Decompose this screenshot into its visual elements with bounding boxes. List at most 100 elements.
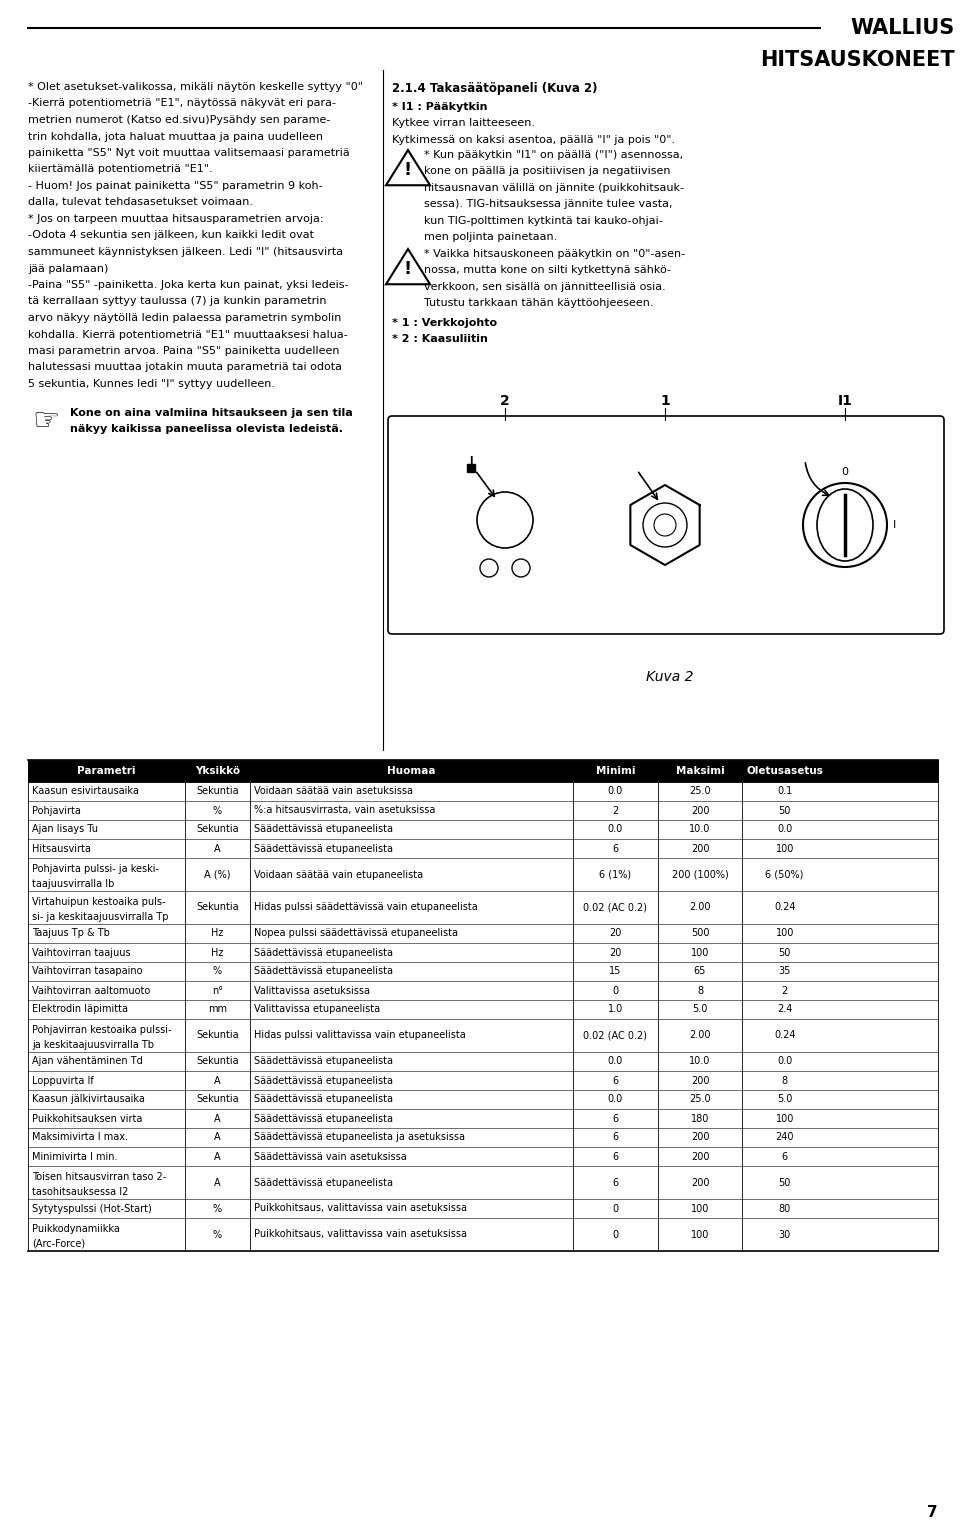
Text: Säädettävissä etupaneelista: Säädettävissä etupaneelista xyxy=(254,844,393,853)
Text: Toisen hitsausvirran taso 2-: Toisen hitsausvirran taso 2- xyxy=(32,1173,166,1182)
Text: halutessasi muuttaa jotakin muuta parametriä tai odota: halutessasi muuttaa jotakin muuta parame… xyxy=(28,363,342,372)
Text: 0.24: 0.24 xyxy=(774,1030,796,1041)
Text: 0.0: 0.0 xyxy=(608,824,623,835)
Text: 0: 0 xyxy=(842,467,849,476)
Text: si- ja keskitaajuusvirralla Tp: si- ja keskitaajuusvirralla Tp xyxy=(32,911,169,922)
Text: 2: 2 xyxy=(781,985,788,996)
Text: -Kierrä potentiometriä "E1", näytössä näkyvät eri para-: -Kierrä potentiometriä "E1", näytössä nä… xyxy=(28,98,336,109)
Text: masi parametrin arvoa. Paina "S5" painiketta uudelleen: masi parametrin arvoa. Paina "S5" painik… xyxy=(28,346,340,357)
Polygon shape xyxy=(386,249,430,284)
Text: HITSAUSKONEET: HITSAUSKONEET xyxy=(760,51,955,71)
Text: * 2 : Kaasuliitin: * 2 : Kaasuliitin xyxy=(392,335,488,344)
Bar xyxy=(28,759,938,782)
Text: 100: 100 xyxy=(776,1113,794,1124)
Text: Voidaan säätää vain asetuksissa: Voidaan säätää vain asetuksissa xyxy=(254,787,413,796)
Text: kohdalla. Kierrä potentiometriä "E1" muuttaaksesi halua-: kohdalla. Kierrä potentiometriä "E1" muu… xyxy=(28,329,348,340)
Text: 20: 20 xyxy=(610,947,621,958)
Text: A: A xyxy=(214,1177,221,1188)
Text: 6: 6 xyxy=(612,1151,618,1162)
Text: 2.1.4 Takasäätöpaneli (Kuva 2): 2.1.4 Takasäätöpaneli (Kuva 2) xyxy=(392,81,597,95)
Text: A: A xyxy=(214,1151,221,1162)
Text: * Vaikka hitsauskoneen pääkytkin on "0"-asen-: * Vaikka hitsauskoneen pääkytkin on "0"-… xyxy=(424,249,685,258)
Text: 180: 180 xyxy=(691,1113,709,1124)
Text: 6 (50%): 6 (50%) xyxy=(765,870,804,879)
Text: kone on päällä ja positiivisen ja negatiivisen: kone on päällä ja positiivisen ja negati… xyxy=(424,166,670,177)
Text: Sytytyspulssi (Hot-Start): Sytytyspulssi (Hot-Start) xyxy=(32,1203,152,1214)
Text: Maksimivirta I max.: Maksimivirta I max. xyxy=(32,1133,128,1142)
Text: Tutustu tarkkaan tähän käyttöohjeeseen.: Tutustu tarkkaan tähän käyttöohjeeseen. xyxy=(424,298,654,307)
Text: 5 sekuntia, Kunnes ledi "I" syttyy uudelleen.: 5 sekuntia, Kunnes ledi "I" syttyy uudel… xyxy=(28,380,275,389)
Text: Puikkodynamiikka: Puikkodynamiikka xyxy=(32,1225,120,1234)
Text: 0.0: 0.0 xyxy=(777,1056,792,1067)
Text: Valittavissa etupaneelista: Valittavissa etupaneelista xyxy=(254,1005,380,1014)
Text: Loppuvirta If: Loppuvirta If xyxy=(32,1076,94,1085)
Text: trin kohdalla, jota haluat muuttaa ja paina uudelleen: trin kohdalla, jota haluat muuttaa ja pa… xyxy=(28,132,323,141)
Text: Hidas pulssi valittavissa vain etupaneelista: Hidas pulssi valittavissa vain etupaneel… xyxy=(254,1030,466,1041)
Text: Sekuntia: Sekuntia xyxy=(196,1030,239,1041)
Text: Hz: Hz xyxy=(211,928,224,939)
Text: 20: 20 xyxy=(610,928,621,939)
Text: 2.00: 2.00 xyxy=(689,1030,710,1041)
Text: sessa). TIG-hitsauksessa jännite tulee vasta,: sessa). TIG-hitsauksessa jännite tulee v… xyxy=(424,200,673,209)
Text: 35: 35 xyxy=(779,967,791,976)
Text: * I1 : Pääkytkin: * I1 : Pääkytkin xyxy=(392,101,488,112)
Text: 7: 7 xyxy=(927,1505,938,1520)
Text: 500: 500 xyxy=(691,928,709,939)
Text: 200 (100%): 200 (100%) xyxy=(672,870,729,879)
Text: tä kerrallaan syttyy taulussa (7) ja kunkin parametrin: tä kerrallaan syttyy taulussa (7) ja kun… xyxy=(28,297,326,306)
Text: %:a hitsausvirrasta, vain asetuksissa: %:a hitsausvirrasta, vain asetuksissa xyxy=(254,805,436,816)
Text: 100: 100 xyxy=(776,844,794,853)
Text: 6: 6 xyxy=(781,1151,788,1162)
Text: Sekuntia: Sekuntia xyxy=(196,787,239,796)
Text: !: ! xyxy=(404,161,412,178)
Text: 10.0: 10.0 xyxy=(689,1056,710,1067)
Text: n°: n° xyxy=(212,985,223,996)
Text: Vaihtovirran tasapaino: Vaihtovirran tasapaino xyxy=(32,967,142,976)
Text: verkkoon, sen sisällä on jännitteellisiä osia.: verkkoon, sen sisällä on jännitteellisiä… xyxy=(424,281,665,292)
Text: 0.1: 0.1 xyxy=(777,787,792,796)
Text: Hidas pulssi säädettävissä vain etupaneelista: Hidas pulssi säädettävissä vain etupanee… xyxy=(254,902,478,913)
Text: 6: 6 xyxy=(612,1076,618,1085)
Text: Vaihtovirran aaltomuoto: Vaihtovirran aaltomuoto xyxy=(32,985,151,996)
Text: 50: 50 xyxy=(779,805,791,816)
Text: painiketta "S5" Nyt voit muuttaa valitsemaasi parametriä: painiketta "S5" Nyt voit muuttaa valitse… xyxy=(28,148,349,158)
Text: 6 (1%): 6 (1%) xyxy=(599,870,632,879)
Text: ja keskitaajuusvirralla Tb: ja keskitaajuusvirralla Tb xyxy=(32,1041,154,1050)
Text: Säädettävissä etupaneelista: Säädettävissä etupaneelista xyxy=(254,1076,393,1085)
Text: 80: 80 xyxy=(779,1203,791,1214)
Text: 25.0: 25.0 xyxy=(689,1094,710,1105)
Text: Kytkimessä on kaksi asentoa, päällä "I" ja pois "0".: Kytkimessä on kaksi asentoa, päällä "I" … xyxy=(392,135,675,144)
Text: %: % xyxy=(213,1203,222,1214)
Text: Säädettävissä etupaneelista ja asetuksissa: Säädettävissä etupaneelista ja asetuksis… xyxy=(254,1133,465,1142)
Text: Minimi: Minimi xyxy=(595,765,636,776)
Text: mm: mm xyxy=(207,1005,227,1014)
Text: 0: 0 xyxy=(612,1230,618,1239)
Text: 2: 2 xyxy=(612,805,618,816)
Text: Säädettävissä etupaneelista: Säädettävissä etupaneelista xyxy=(254,1056,393,1067)
Text: taajuusvirralla Ib: taajuusvirralla Ib xyxy=(32,879,114,888)
Text: A: A xyxy=(214,1133,221,1142)
Text: 25.0: 25.0 xyxy=(689,787,710,796)
Text: 0: 0 xyxy=(612,985,618,996)
Text: 100: 100 xyxy=(691,1230,709,1239)
Text: * 1 : Verkkojohto: * 1 : Verkkojohto xyxy=(392,318,497,327)
Text: kiiertämällä potentiometriä "E1".: kiiertämällä potentiometriä "E1". xyxy=(28,164,212,175)
Text: 2.4: 2.4 xyxy=(777,1005,792,1014)
Text: I1: I1 xyxy=(837,393,852,407)
Text: Pohjavirran kestoaika pulssi-: Pohjavirran kestoaika pulssi- xyxy=(32,1025,172,1036)
Text: 50: 50 xyxy=(779,1177,791,1188)
Text: 6: 6 xyxy=(612,1133,618,1142)
Text: nossa, mutta kone on silti kytkettynä sähkö-: nossa, mutta kone on silti kytkettynä sä… xyxy=(424,266,671,275)
Text: Oletusasetus: Oletusasetus xyxy=(746,765,823,776)
Text: Ajan vähentäminen Td: Ajan vähentäminen Td xyxy=(32,1056,143,1067)
Text: Puikkohitsauksen virta: Puikkohitsauksen virta xyxy=(32,1113,142,1124)
Text: Maksimi: Maksimi xyxy=(676,765,725,776)
Text: 10.0: 10.0 xyxy=(689,824,710,835)
Text: 5.0: 5.0 xyxy=(777,1094,792,1105)
Text: tasohitsauksessa I2: tasohitsauksessa I2 xyxy=(32,1187,129,1197)
Text: 6: 6 xyxy=(612,844,618,853)
Text: Säädettävissä etupaneelista: Säädettävissä etupaneelista xyxy=(254,1113,393,1124)
Text: Parametri: Parametri xyxy=(77,765,135,776)
Text: 100: 100 xyxy=(691,947,709,958)
Text: Kytkee virran laitteeseen.: Kytkee virran laitteeseen. xyxy=(392,118,535,128)
